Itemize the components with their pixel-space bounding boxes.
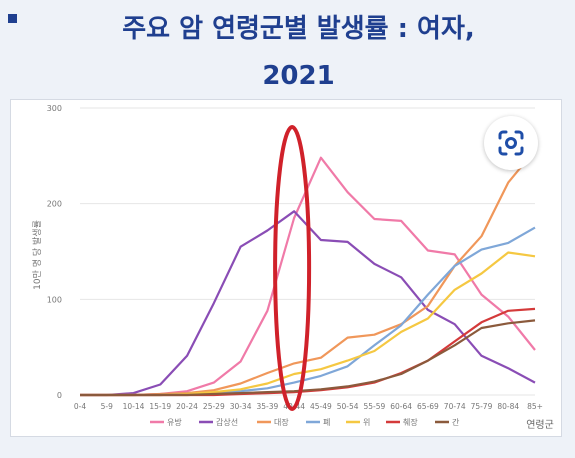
x-tick-label: 75-79 — [471, 402, 493, 411]
y-tick-label: 300 — [47, 104, 62, 113]
legend-label-3: 폐 — [323, 417, 330, 427]
page-title: 주요 암 연령군별 발생률 : 여자, 2021 — [22, 4, 575, 98]
x-tick-label: 60-64 — [390, 402, 412, 411]
x-tick-label: 10-14 — [123, 402, 145, 411]
y-axis-label: 10만 명 당 발생률 — [32, 220, 43, 290]
lens-button[interactable] — [484, 116, 538, 170]
legend-label-1: 갑상선 — [216, 417, 238, 427]
lens-search-icon — [498, 130, 524, 156]
x-tick-label: 30-34 — [230, 402, 252, 411]
x-tick-label: 80-84 — [497, 402, 519, 411]
y-tick-label: 100 — [47, 295, 62, 304]
x-tick-label: 45-49 — [310, 402, 332, 411]
x-tick-label: 25-29 — [203, 402, 225, 411]
legend-label-0: 유방 — [167, 417, 182, 427]
x-axis-label: 연령군 — [526, 419, 554, 431]
y-axis: 0 100 200 300 — [47, 104, 62, 400]
legend-label-4: 위 — [363, 418, 370, 427]
x-tick-label: 65-69 — [417, 402, 439, 411]
y-tick-label: 200 — [47, 200, 62, 209]
legend-label-5: 췌장 — [403, 417, 418, 427]
title-bullet — [8, 14, 17, 23]
x-tick-label: 35-39 — [256, 402, 278, 411]
x-tick-label: 70-74 — [444, 402, 466, 411]
red-highlight-ellipse — [273, 125, 312, 411]
page-title-line1: 주요 암 연령군별 발생률 : 여자, — [122, 14, 475, 44]
x-tick-label: 55-59 — [364, 402, 386, 411]
x-tick-label: 50-54 — [337, 402, 359, 411]
x-tick-label: 20-24 — [176, 402, 198, 411]
legend: 유방 갑상선 대장 폐 위 췌장 간 — [150, 417, 460, 427]
page-title-line2: 2021 — [262, 61, 335, 91]
legend-label-6: 간 — [452, 417, 460, 427]
legend-label-2: 대장 — [274, 417, 289, 427]
chart-card — [10, 99, 562, 437]
x-tick-label: 15-19 — [149, 402, 171, 411]
x-tick-label: 85+ — [527, 402, 543, 411]
x-axis: 0-4 5-9 10-14 15-19 20-24 25-29 30-34 35-39 40-4… — [74, 402, 543, 411]
x-tick-label: 0-4 — [74, 402, 86, 411]
x-tick-label: 5-9 — [101, 402, 113, 411]
y-tick-label: 0 — [57, 391, 62, 400]
series-line-6 — [80, 319, 536, 397]
